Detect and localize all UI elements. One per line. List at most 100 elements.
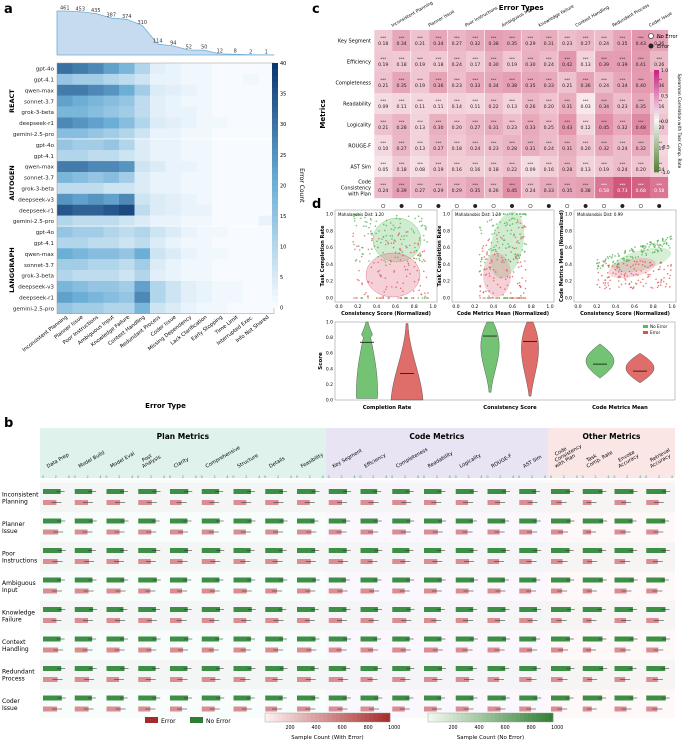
correlation-value: 0.11 (654, 146, 664, 152)
error-point (408, 244, 411, 247)
error-point (419, 259, 421, 262)
no-error-point (616, 259, 619, 262)
no-error-point (426, 241, 428, 243)
error-point (519, 254, 522, 256)
metric-tick: 4 (163, 475, 165, 479)
correlation-value: 0.27 (433, 146, 443, 152)
colorbar-step (654, 113, 659, 117)
no-error-bar (74, 518, 93, 524)
x-tick-label: 0.4 (490, 304, 497, 310)
error-point (618, 286, 620, 288)
no-error-point (415, 257, 418, 260)
error-bar (646, 677, 658, 682)
heatmap-cell (227, 302, 244, 314)
heatmap-cell (119, 281, 135, 293)
significance-mark: *** (638, 182, 644, 187)
error-bar (646, 529, 659, 535)
no-error-bar (201, 695, 221, 701)
correlation-value: 0.29 (525, 41, 535, 47)
correlation-cell (484, 72, 503, 94)
heatmap-cell (212, 84, 228, 96)
colorbar-step (654, 161, 659, 165)
colorbar-step (272, 222, 278, 229)
error-point (523, 235, 525, 238)
error-point (404, 297, 406, 299)
error-point (377, 246, 379, 249)
error-point (485, 244, 488, 247)
colorbar-step (511, 713, 516, 722)
no-error-bar (646, 636, 667, 642)
error-point (404, 268, 407, 271)
no-error-point (494, 213, 497, 216)
error-point (659, 262, 662, 265)
error-point (641, 264, 644, 266)
correlation-value: 0.35 (396, 83, 406, 89)
colorbar-step (654, 77, 659, 81)
significance-mark: *** (546, 161, 552, 166)
colorbar-tick: 400 (474, 725, 483, 731)
no-error-bar (551, 695, 570, 701)
error-point (387, 241, 389, 243)
colorbar-step (272, 93, 278, 101)
no-error-bar (519, 518, 537, 524)
heatmap-cell (72, 248, 89, 260)
correlation-value: 0.24 (525, 188, 535, 194)
no-error-bar (233, 518, 252, 524)
error-bar (201, 618, 215, 623)
no-error-bar (392, 666, 411, 671)
no-error-bar (424, 577, 442, 583)
no-error-point (502, 234, 505, 237)
metric-tick: 0 (137, 475, 139, 479)
error-point (511, 275, 514, 278)
heatmap-cell (258, 193, 275, 205)
no-error-point (596, 258, 599, 261)
no-error-bar (519, 666, 537, 671)
error-bar (646, 618, 659, 623)
error-point (635, 261, 638, 263)
correlation-cell (521, 93, 540, 115)
correlation-cell (539, 72, 559, 94)
heatmap-row-label: sonnet-3.7 (24, 176, 54, 182)
correlation-cell (539, 156, 559, 178)
significance-mark: *** (638, 140, 644, 145)
heatmap-cell (165, 95, 182, 107)
heatmap-cell (181, 215, 197, 227)
error-point (495, 297, 497, 299)
correlation-value: 0.48 (636, 125, 646, 131)
correlation-value: 0.13 (415, 146, 425, 152)
heatmap-cell (196, 95, 213, 107)
metric-tick: 2 (404, 475, 406, 479)
colorbar-step (498, 713, 504, 722)
error-point (486, 284, 489, 287)
error-point (513, 233, 515, 236)
error-point (596, 283, 599, 286)
metric-tick: 2 (626, 475, 628, 479)
no-error-point (355, 224, 358, 227)
metric-tick: 2 (468, 475, 470, 479)
significance-mark: *** (509, 35, 515, 40)
no-error-point (516, 213, 518, 215)
heatmap-cell (196, 73, 213, 85)
no-error-bar (233, 695, 251, 701)
no-error-point (423, 297, 426, 299)
no-error-point (490, 241, 493, 244)
error-point (604, 279, 606, 281)
no-error-bar (328, 636, 348, 642)
colorbar-step (272, 295, 278, 302)
row-label: with Plan (348, 192, 371, 198)
error-point (669, 274, 672, 277)
no-error-point (599, 267, 602, 269)
metric-tick: 0 (296, 475, 298, 479)
heatmap-cell (212, 139, 228, 151)
no-error-point (415, 249, 418, 252)
error-point (418, 239, 421, 241)
error-point (484, 297, 486, 299)
error-point (479, 297, 481, 299)
metric-tick: 2 (658, 475, 660, 479)
no-error-point (425, 226, 428, 228)
correlation-value: 0.36 (580, 83, 590, 89)
metric-label: Post (141, 453, 153, 463)
correlation-value: 0.11 (415, 104, 425, 110)
heatmap-cell (72, 193, 89, 205)
